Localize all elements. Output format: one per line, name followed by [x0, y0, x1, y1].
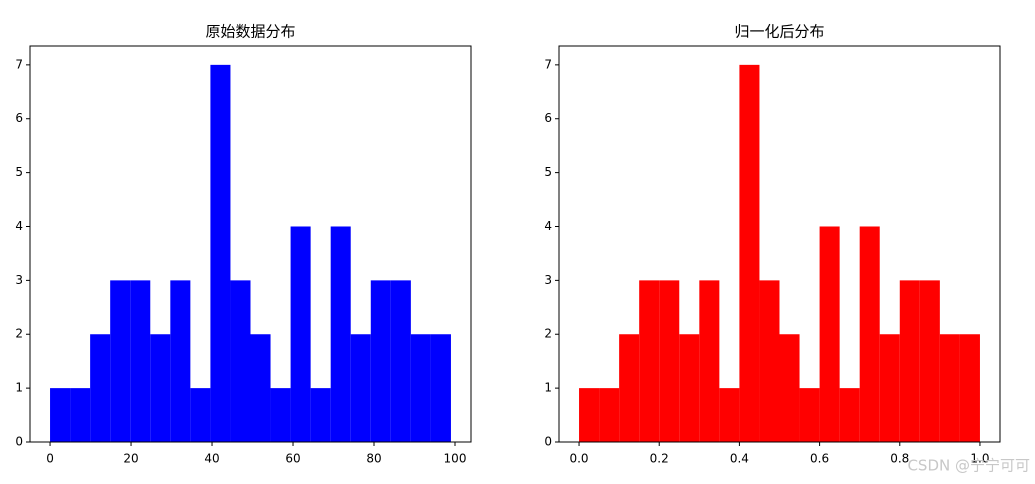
watermark: CSDN @宁宁可可: [907, 457, 1030, 475]
bar: [939, 334, 960, 442]
y-tick-label: 1: [544, 381, 552, 395]
y-tick-label: 7: [15, 57, 23, 71]
bar: [50, 388, 71, 442]
bar: [330, 226, 351, 442]
bar: [659, 280, 680, 442]
x-tick-label: 0.0: [569, 452, 588, 466]
bar: [959, 334, 980, 442]
x-tick-label: 0.4: [730, 452, 749, 466]
bar: [859, 226, 880, 442]
x-tick-label: 80: [366, 452, 381, 466]
x-tick-label: 0.2: [650, 452, 669, 466]
bar: [210, 64, 231, 442]
y-tick-label: 1: [15, 381, 23, 395]
bar: [410, 334, 431, 442]
y-tick-label: 5: [15, 165, 23, 179]
bar: [350, 334, 371, 442]
x-tick-label: 40: [204, 452, 219, 466]
y-tick-label: 6: [15, 111, 23, 125]
bar: [879, 334, 900, 442]
y-tick-label: 3: [15, 273, 23, 287]
bar: [819, 226, 840, 442]
y-tick-label: 4: [15, 219, 23, 233]
y-tick-label: 0: [544, 435, 552, 449]
bar: [899, 280, 920, 442]
bar: [390, 280, 411, 442]
bar: [230, 280, 251, 442]
bar: [599, 388, 620, 442]
bar: [799, 388, 820, 442]
bar: [779, 334, 800, 442]
chart-title: 原始数据分布: [205, 23, 295, 41]
bar: [310, 388, 331, 442]
bar: [290, 226, 311, 442]
bar: [150, 334, 171, 442]
bar: [619, 334, 640, 442]
chart-title: 归一化后分布: [734, 23, 824, 41]
bar: [110, 280, 131, 442]
x-tick-label: 20: [123, 452, 138, 466]
bar: [270, 388, 291, 442]
bar: [919, 280, 940, 442]
bar: [839, 388, 860, 442]
bar: [579, 388, 600, 442]
bar: [190, 388, 211, 442]
bar: [170, 280, 191, 442]
y-tick-label: 5: [544, 165, 552, 179]
bar: [250, 334, 271, 442]
bar: [430, 334, 451, 442]
x-tick-label: 0: [46, 452, 54, 466]
x-tick-label: 1.0: [970, 452, 989, 466]
y-tick-label: 2: [15, 327, 23, 341]
x-tick-label: 100: [444, 452, 467, 466]
bar: [739, 64, 760, 442]
axes-frame: [29, 45, 472, 443]
y-tick-label: 0: [15, 435, 23, 449]
bar: [679, 334, 700, 442]
x-tick-label: 60: [285, 452, 300, 466]
bar: [130, 280, 151, 442]
bar: [759, 280, 780, 442]
y-tick-label: 2: [544, 327, 552, 341]
bar: [70, 388, 91, 442]
bar: [370, 280, 391, 442]
y-tick-label: 7: [544, 57, 552, 71]
y-tick-label: 6: [544, 111, 552, 125]
axes-frame: [558, 45, 1001, 443]
bar: [719, 388, 740, 442]
bar: [90, 334, 111, 442]
x-tick-label: 0.6: [810, 452, 829, 466]
y-tick-label: 4: [544, 219, 552, 233]
x-tick-label: 0.8: [890, 452, 909, 466]
bar: [639, 280, 660, 442]
bar: [699, 280, 720, 442]
y-tick-label: 3: [544, 273, 552, 287]
